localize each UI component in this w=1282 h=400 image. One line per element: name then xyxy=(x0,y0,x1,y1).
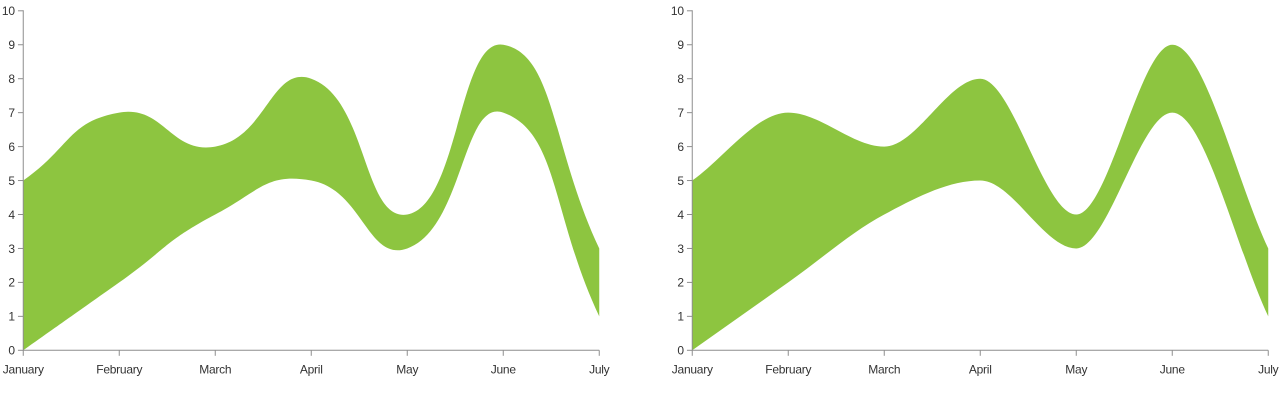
svg-text:10: 10 xyxy=(2,4,15,18)
svg-text:0: 0 xyxy=(8,344,15,358)
svg-text:9: 9 xyxy=(677,38,684,52)
svg-text:6: 6 xyxy=(677,140,684,154)
svg-text:January: January xyxy=(3,363,44,377)
svg-text:May: May xyxy=(1065,363,1087,377)
svg-text:8: 8 xyxy=(677,72,684,86)
svg-text:February: February xyxy=(765,363,811,377)
svg-text:July: July xyxy=(1258,363,1279,377)
svg-text:February: February xyxy=(96,363,142,377)
svg-text:7: 7 xyxy=(677,106,684,120)
svg-text:July: July xyxy=(589,363,610,377)
svg-text:5: 5 xyxy=(677,174,684,188)
svg-text:7: 7 xyxy=(8,106,15,120)
svg-text:2: 2 xyxy=(677,276,684,290)
svg-text:March: March xyxy=(868,363,900,377)
svg-text:April: April xyxy=(969,363,992,377)
svg-text:0: 0 xyxy=(677,344,684,358)
svg-text:June: June xyxy=(491,363,517,377)
svg-text:5: 5 xyxy=(8,174,15,188)
svg-text:4: 4 xyxy=(677,208,684,222)
svg-text:April: April xyxy=(300,363,323,377)
svg-text:1: 1 xyxy=(677,310,684,324)
svg-text:8: 8 xyxy=(8,72,15,86)
svg-text:3: 3 xyxy=(677,242,684,256)
svg-text:March: March xyxy=(199,363,231,377)
svg-text:9: 9 xyxy=(8,38,15,52)
svg-text:January: January xyxy=(672,363,713,377)
svg-text:6: 6 xyxy=(8,140,15,154)
svg-text:June: June xyxy=(1160,363,1186,377)
svg-text:May: May xyxy=(396,363,418,377)
svg-text:10: 10 xyxy=(671,4,684,18)
svg-text:1: 1 xyxy=(8,310,15,324)
svg-text:4: 4 xyxy=(8,208,15,222)
svg-text:2: 2 xyxy=(8,276,15,290)
svg-text:3: 3 xyxy=(8,242,15,256)
